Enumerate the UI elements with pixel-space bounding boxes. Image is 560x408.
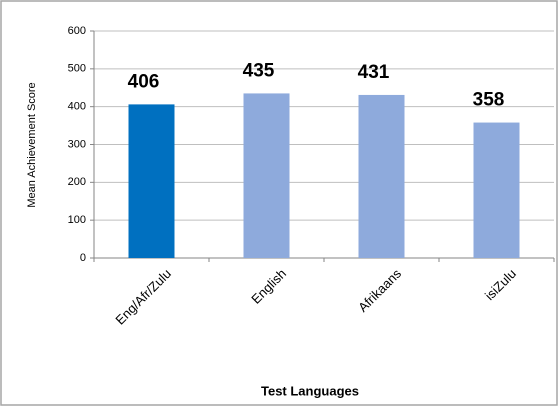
y-tick-label: 300 [68,138,86,150]
data-label: 406 [128,71,160,92]
data-label: 435 [243,60,275,81]
y-axis-label: Mean Achievement Score [26,82,38,207]
x-axis-label: Test Languages [261,383,359,398]
y-tick-label: 200 [68,176,86,188]
data-label: 431 [358,62,390,83]
y-tick-label: 400 [68,101,86,113]
y-tick-label: 100 [68,214,86,226]
data-label: 358 [473,90,505,111]
bar [358,94,405,259]
bar [128,104,175,258]
y-tick-label: 500 [68,63,86,75]
y-tick-label: 0 [80,252,86,264]
bar [243,93,290,258]
y-tick-label: 600 [68,25,86,37]
bar [473,122,520,258]
